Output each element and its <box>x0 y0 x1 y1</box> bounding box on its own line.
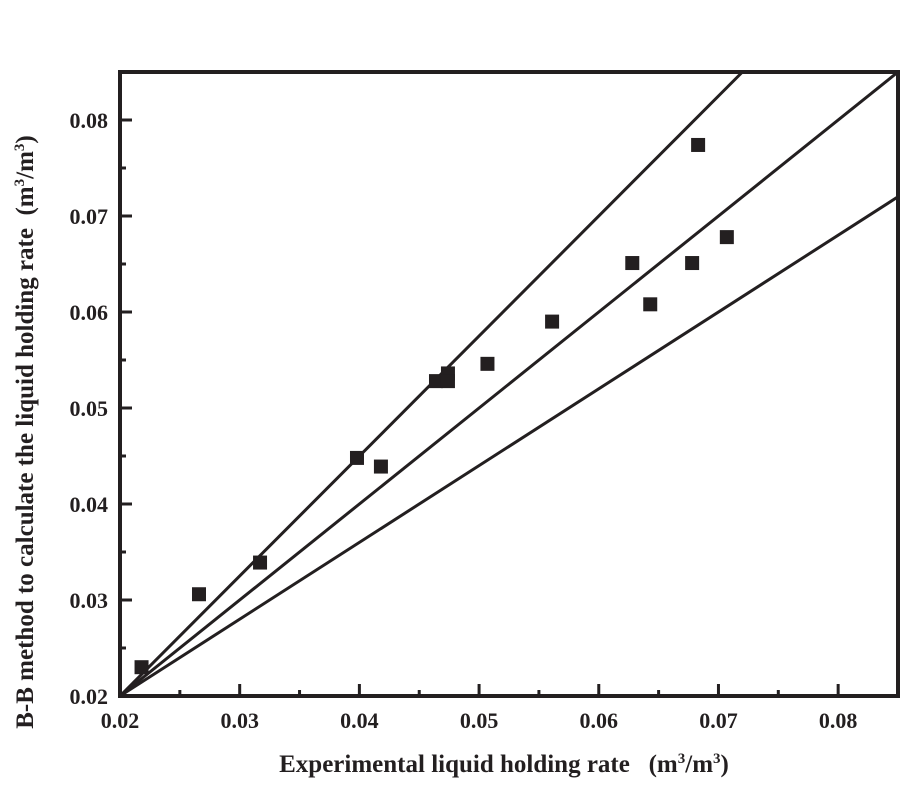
data-point <box>134 660 149 675</box>
reference-line <box>119 195 899 698</box>
y-axis-ticks: 0.02 0.03 0.04 0.05 0.06 0.07 0.08 <box>70 70 132 709</box>
y-tick-label: 0.02 <box>70 684 109 709</box>
plot-frame <box>118 70 900 698</box>
data-point <box>440 374 455 389</box>
x-tick-label: 0.05 <box>460 708 499 733</box>
y-axis-label: B-B method to calculate the liquid holdi… <box>11 135 40 729</box>
x-tick-label: 0.04 <box>340 708 379 733</box>
y-tick-label: 0.04 <box>70 492 109 517</box>
y-tick-label: 0.06 <box>70 300 109 325</box>
data-point <box>373 459 388 474</box>
y-tick-label: 0.03 <box>70 588 109 613</box>
reference-lines <box>118 70 899 698</box>
x-tick-label: 0.02 <box>101 708 140 733</box>
x-axis-label: Experimental liquid holding rate (m3/m3) <box>279 750 729 779</box>
data-point <box>625 256 640 271</box>
x-axis-ticks: 0.02 0.03 0.04 0.05 0.06 0.07 0.08 <box>101 684 900 733</box>
y-tick-label: 0.05 <box>70 396 109 421</box>
data-point <box>480 356 495 371</box>
y-tick-label: 0.08 <box>70 108 109 133</box>
data-point <box>719 230 734 245</box>
data-point <box>691 137 706 152</box>
data-point <box>643 297 658 312</box>
x-tick-label: 0.03 <box>220 708 259 733</box>
data-point <box>253 555 268 570</box>
data-point <box>191 587 206 602</box>
reference-line <box>119 70 899 698</box>
x-tick-label: 0.07 <box>699 708 738 733</box>
data-point <box>428 374 443 389</box>
data-point <box>685 256 700 271</box>
x-tick-label: 0.08 <box>819 708 858 733</box>
x-tick-label: 0.06 <box>580 708 619 733</box>
data-points <box>134 137 734 675</box>
y-tick-label: 0.07 <box>70 204 109 229</box>
data-point <box>545 314 560 329</box>
data-point <box>349 450 364 465</box>
